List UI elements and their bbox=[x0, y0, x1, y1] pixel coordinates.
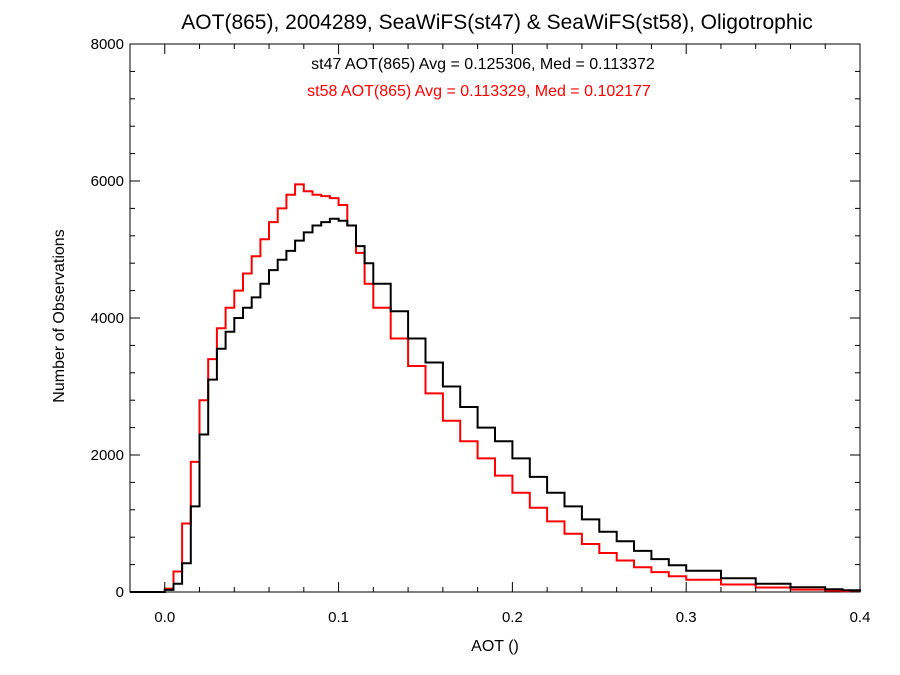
series-line-st47 bbox=[130, 217, 861, 593]
y-axis: 0 2000 4000 6000 8000 bbox=[91, 36, 860, 601]
x-tick-label: 0.0 bbox=[154, 609, 175, 626]
x-axis: 0.0 0.1 0.2 0.3 0.4 bbox=[129, 44, 871, 626]
y-tick-label: 6000 bbox=[91, 173, 124, 190]
annotation-st47-stats: st47 AOT(865) Avg = 0.125306, Med = 0.11… bbox=[311, 56, 655, 73]
chart-title: AOT(865), 2004289, SeaWiFS(st47) & SeaWi… bbox=[181, 11, 812, 34]
x-tick-label: 0.2 bbox=[502, 609, 523, 626]
y-axis-label: Number of Observations bbox=[51, 229, 68, 402]
y-tick-label: 2000 bbox=[91, 447, 124, 464]
series-layer bbox=[130, 183, 861, 593]
annotation-st58-stats: st58 AOT(865) Avg = 0.113329, Med = 0.10… bbox=[307, 83, 651, 100]
y-tick-label: 8000 bbox=[91, 36, 124, 53]
x-tick-label: 0.3 bbox=[676, 609, 697, 626]
x-tick-label: 0.1 bbox=[328, 609, 349, 626]
series-line-st58 bbox=[130, 183, 861, 593]
x-tick-label: 0.4 bbox=[850, 609, 871, 626]
y-tick-label: 4000 bbox=[91, 310, 124, 327]
y-tick-label: 0 bbox=[116, 584, 124, 601]
x-axis-label: AOT () bbox=[471, 638, 519, 655]
